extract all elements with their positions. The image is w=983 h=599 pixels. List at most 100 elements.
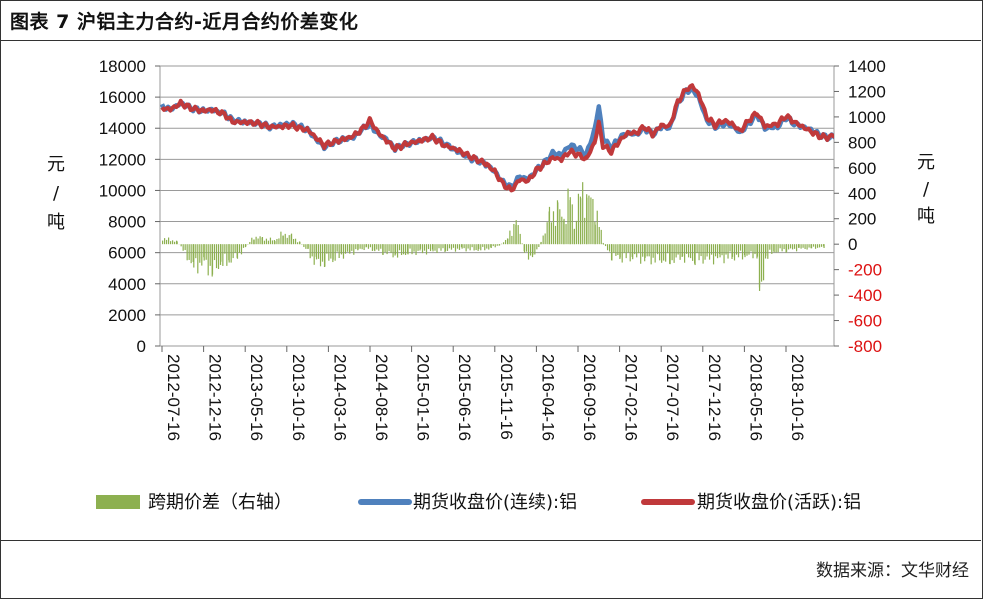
spread-bar <box>328 244 330 261</box>
series-continuous-line <box>160 84 834 190</box>
spread-bar <box>253 239 255 245</box>
spread-bar <box>632 244 634 260</box>
spread-bar <box>271 240 274 245</box>
spread-bar <box>363 244 365 251</box>
spread-bar <box>336 244 338 252</box>
spread-bar <box>263 240 266 245</box>
x-tick-label: 2015-11-16 <box>497 354 516 440</box>
spread-bar <box>386 244 388 255</box>
series-layer <box>160 83 834 291</box>
spread-bar <box>638 244 640 254</box>
spread-bar <box>365 244 368 247</box>
x-tick-label: 2015-06-16 <box>455 354 474 441</box>
spread-bar <box>816 244 819 248</box>
spread-bar <box>288 235 290 245</box>
x-tick-label: 2017-12-16 <box>705 354 724 441</box>
spread-bar <box>357 244 359 250</box>
spread-bar <box>650 244 652 265</box>
spread-bar <box>349 244 351 254</box>
spread-bar <box>573 228 576 245</box>
spread-bar <box>303 244 305 248</box>
spread-bar <box>317 244 320 259</box>
spread-bar <box>380 244 382 249</box>
spread-bar <box>193 244 195 268</box>
spread-bar <box>419 244 422 249</box>
spread-bar <box>450 244 453 250</box>
spread-bar <box>737 244 740 258</box>
spread-bar <box>361 244 363 250</box>
spread-bar <box>557 202 559 245</box>
spread-bar <box>440 244 442 251</box>
spread-bar <box>634 244 636 255</box>
spread-bar <box>621 244 623 263</box>
spread-bar <box>682 244 684 257</box>
spread-bar <box>586 197 588 245</box>
spread-bar <box>698 244 700 261</box>
spread-bar <box>192 244 194 262</box>
spread-bar <box>355 244 357 250</box>
spread-bar <box>484 244 486 251</box>
spread-bar <box>427 244 430 250</box>
spread-bar <box>226 244 228 266</box>
left-tick-label: 6000 <box>108 244 146 263</box>
spread-bar <box>174 241 176 245</box>
spread-bar <box>240 244 243 255</box>
spread-bar <box>190 244 192 264</box>
spread-bar <box>773 244 775 253</box>
spread-bar <box>374 244 376 252</box>
spread-bar <box>615 244 617 256</box>
right-unit-label: / <box>923 179 930 200</box>
spread-bar <box>540 241 542 245</box>
x-tick-label: 2018-10-16 <box>788 354 807 441</box>
spread-bar <box>777 244 779 253</box>
spread-bar <box>261 237 264 245</box>
spread-bar <box>432 244 434 252</box>
spread-bar <box>714 244 717 257</box>
series-active-line <box>160 83 834 193</box>
spread-bar <box>783 244 785 250</box>
spread-bar <box>735 244 738 255</box>
spread-bar <box>478 244 480 250</box>
spread-bar <box>677 244 679 255</box>
spread-bar <box>490 244 492 249</box>
spread-bar <box>646 244 648 257</box>
spread-bar <box>629 244 631 262</box>
spread-bar <box>721 244 723 256</box>
spread-bar <box>442 244 444 249</box>
x-tick-label: 2017-07-16 <box>663 354 682 441</box>
right-tick-label: -400 <box>848 286 882 305</box>
spread-bar <box>170 241 172 245</box>
spread-bar <box>319 244 322 267</box>
spread-bar <box>382 244 384 255</box>
spread-bar <box>230 244 232 263</box>
spread-bar <box>671 244 673 261</box>
spread-bar <box>602 244 605 245</box>
spread-bar <box>517 225 519 245</box>
spread-bar <box>538 244 540 248</box>
x-tick-label: 2013-05-16 <box>247 354 266 441</box>
spread-bar <box>186 244 188 261</box>
spread-bar <box>251 237 253 245</box>
spread-bar <box>754 244 756 255</box>
spread-bar <box>290 233 293 245</box>
spread-bar <box>276 238 278 245</box>
spread-bar <box>762 244 765 281</box>
right-tick-label: -200 <box>848 261 882 280</box>
spread-bar <box>315 244 318 260</box>
spread-bar <box>307 244 309 249</box>
spread-bar <box>746 244 748 256</box>
spread-bar <box>527 244 530 260</box>
right-tick-label: 0 <box>848 235 857 254</box>
spread-bar <box>402 244 405 255</box>
legend-label: 期货收盘价(连续):铝 <box>413 492 577 513</box>
spread-bar <box>220 244 222 262</box>
spread-bar <box>765 244 767 256</box>
spread-bar <box>504 239 507 245</box>
spread-bar <box>519 233 521 245</box>
spread-bar <box>425 244 428 255</box>
spread-bar <box>369 244 372 248</box>
spread-bar <box>446 244 449 251</box>
left-tick-label: 12000 <box>99 150 146 169</box>
spread-bar <box>236 244 239 259</box>
x-tick-label: 2017-02-16 <box>622 354 641 441</box>
